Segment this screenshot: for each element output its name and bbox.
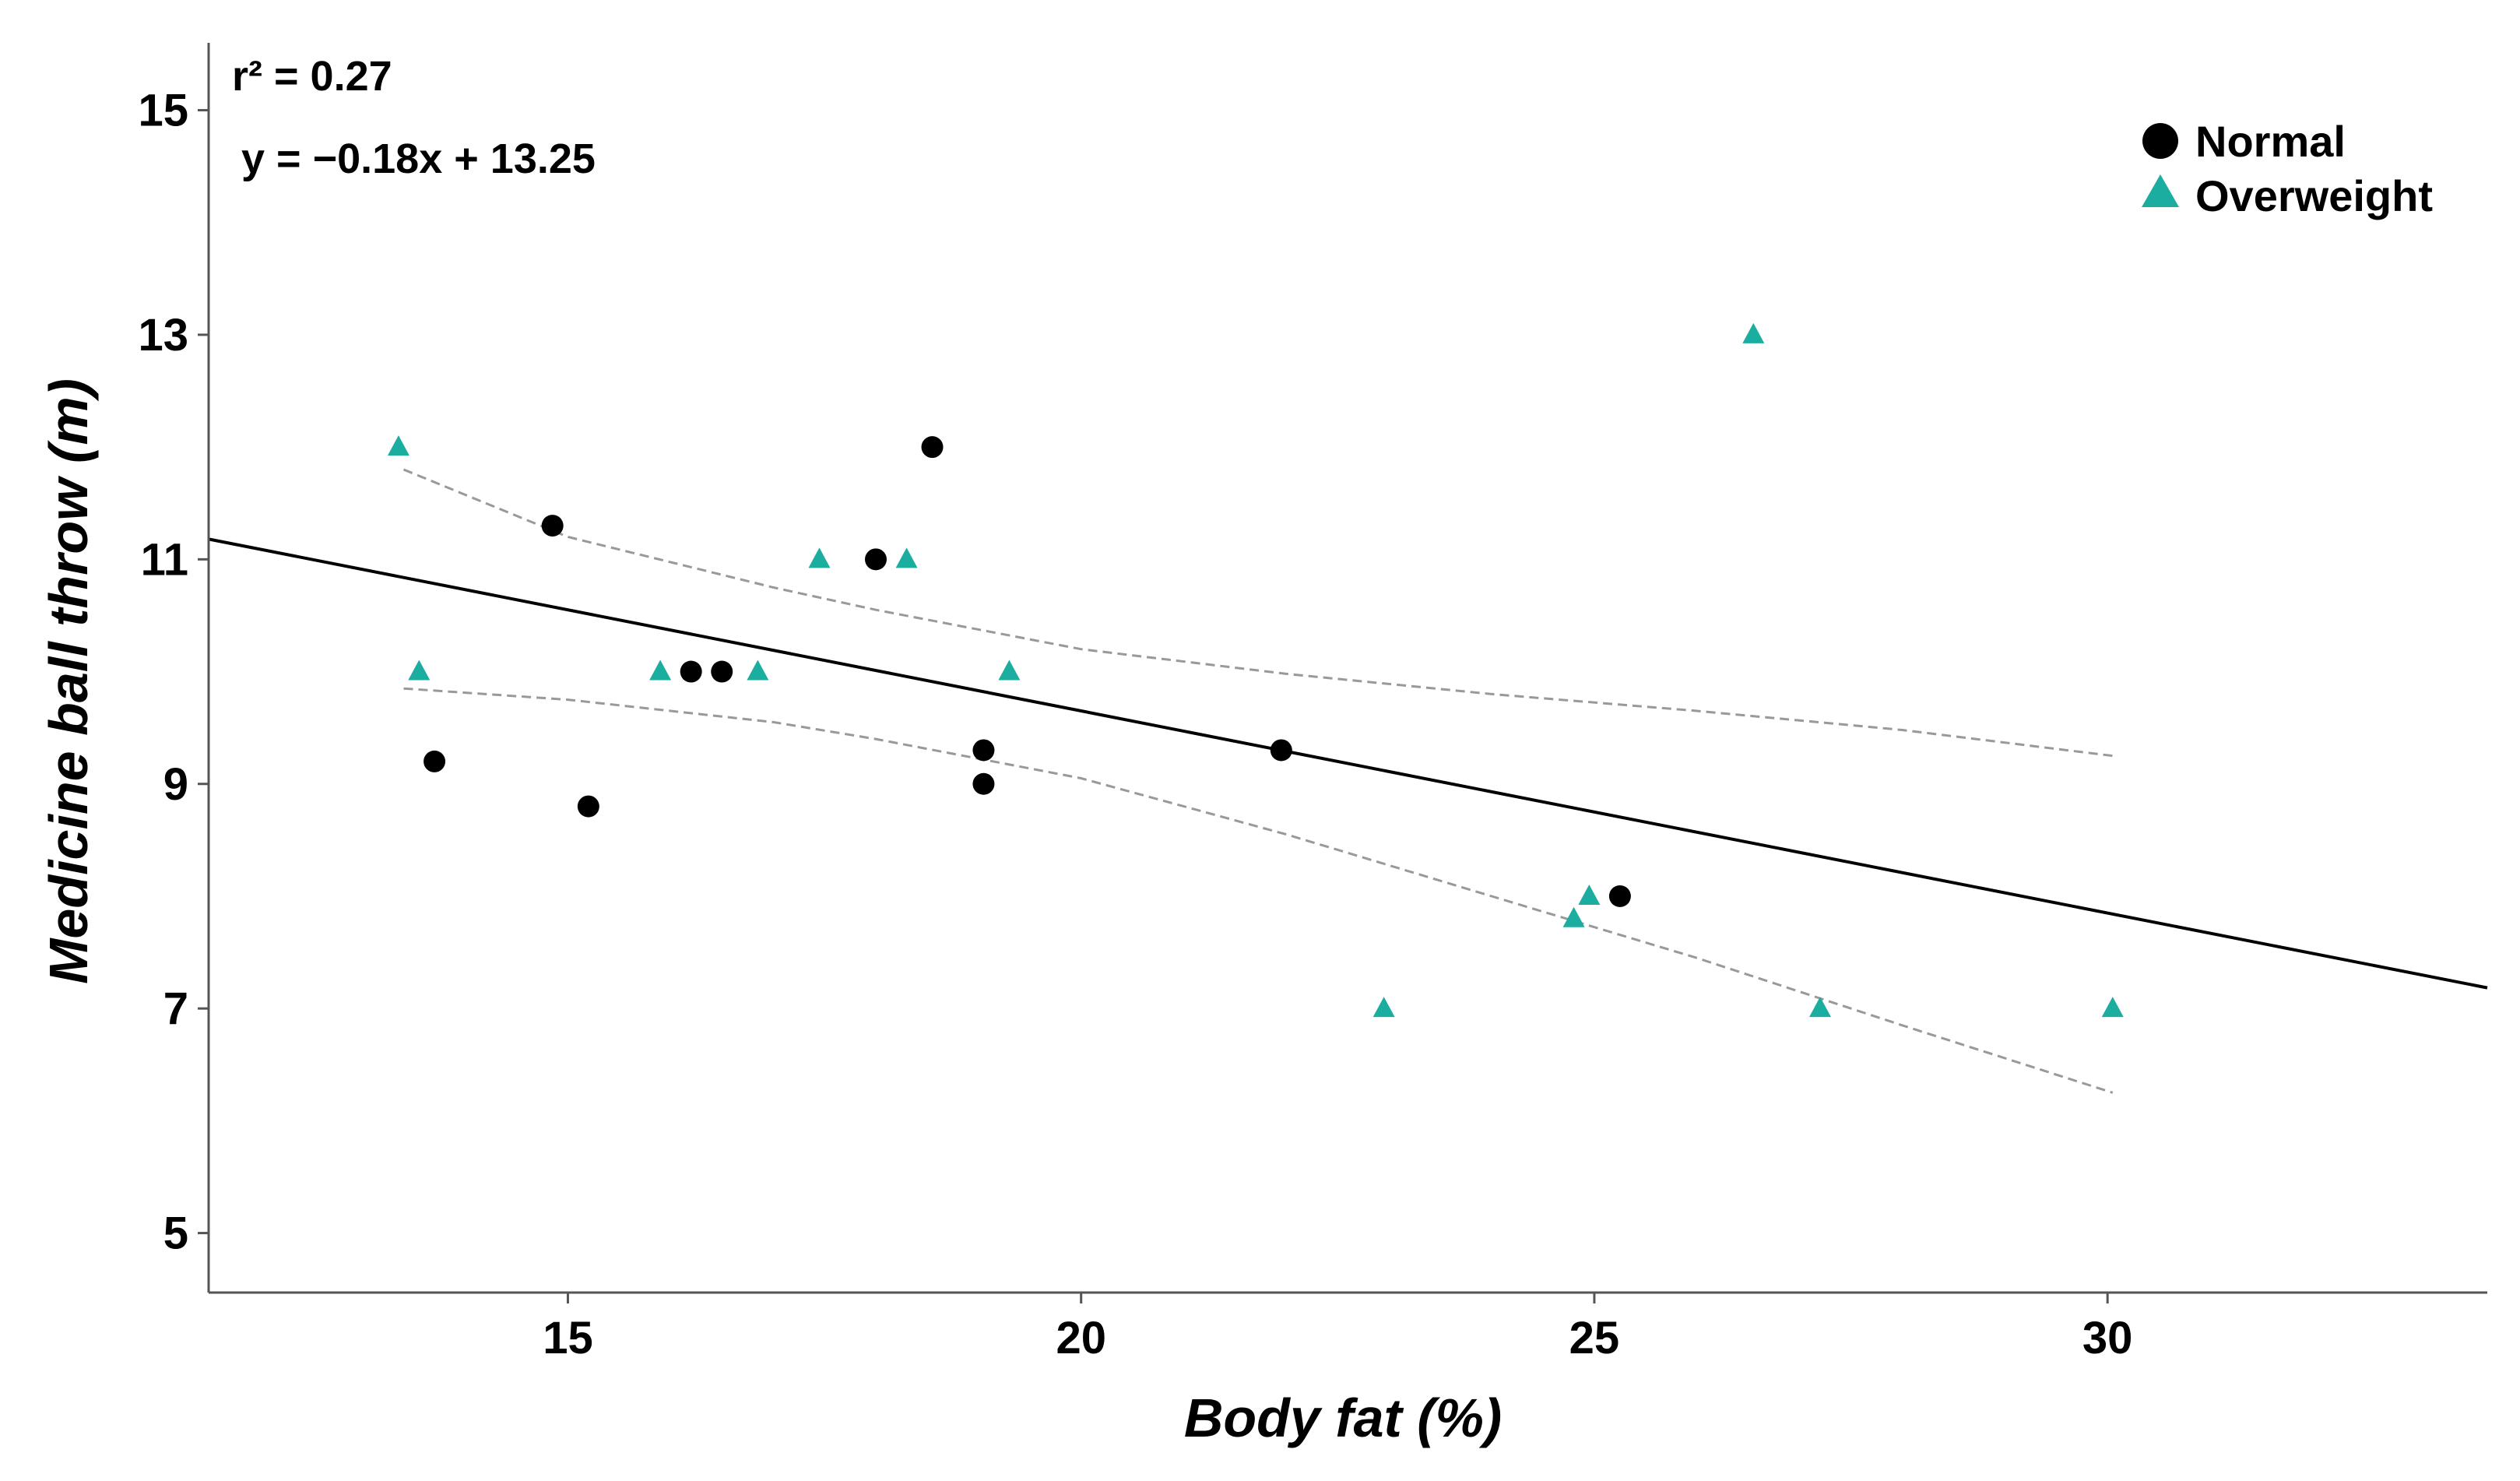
data-point-normal — [680, 660, 702, 683]
confidence-band-lower — [403, 687, 2114, 1094]
data-point-overweight — [2101, 997, 2124, 1018]
data-point-overweight — [1808, 997, 1831, 1018]
data-point-overweight — [998, 660, 1021, 681]
legend-marker-normal — [2142, 123, 2178, 159]
data-point-overweight — [408, 660, 431, 681]
data-point-normal — [541, 515, 564, 537]
y-axis-title: Medicine ball throw (m) — [38, 378, 99, 984]
data-point-overweight — [1372, 997, 1395, 1018]
confidence-band — [402, 468, 2114, 1094]
data-point-normal — [424, 750, 446, 772]
legend-label-normal: Normal — [2195, 117, 2346, 166]
data-point-overweight — [1742, 322, 1765, 343]
regression-line — [208, 537, 2488, 990]
data-point-normal — [972, 772, 995, 795]
data-point-overweight — [1562, 906, 1585, 927]
y-axis-ticks: 5 7 9 11 13 15 — [138, 86, 209, 1259]
equation-annotation: y = −0.18x + 13.25 — [241, 135, 596, 182]
data-point-normal — [865, 548, 887, 571]
data-point-overweight — [649, 660, 672, 681]
data-points — [387, 322, 2124, 1018]
y-tick-label: 11 — [141, 534, 188, 585]
legend: Normal Overweight — [2142, 117, 2433, 220]
data-point-normal — [972, 739, 995, 762]
y-tick-label: 13 — [138, 310, 188, 361]
y-tick-label: 5 — [163, 1208, 188, 1259]
data-point-overweight — [387, 435, 409, 456]
y-tick-label: 9 — [163, 759, 188, 810]
r-squared-annotation: r² = 0.27 — [232, 53, 392, 100]
data-point-overweight — [808, 547, 831, 568]
data-point-normal — [577, 795, 599, 818]
data-point-normal — [1270, 739, 1292, 762]
legend-label-overweight: Overweight — [2195, 171, 2433, 220]
data-point-overweight — [747, 660, 769, 681]
x-tick-label: 15 — [543, 1313, 593, 1363]
y-tick-label: 15 — [138, 86, 188, 136]
y-tick-label: 7 — [163, 983, 188, 1034]
data-point-normal — [1608, 885, 1631, 907]
data-point-overweight — [895, 547, 918, 568]
confidence-band-upper — [402, 468, 2113, 758]
data-point-normal — [711, 660, 733, 683]
axes — [207, 43, 2487, 1294]
data-point-normal — [921, 436, 944, 459]
x-axis-title: Body fat (%) — [1184, 1388, 1502, 1448]
legend-marker-overweight — [2142, 174, 2179, 207]
data-point-overweight — [1578, 884, 1601, 905]
x-tick-label: 20 — [1056, 1313, 1106, 1363]
x-tick-label: 25 — [1569, 1313, 1620, 1363]
x-tick-label: 30 — [2082, 1313, 2133, 1363]
x-axis-ticks: 15 20 25 30 — [543, 1293, 2132, 1363]
